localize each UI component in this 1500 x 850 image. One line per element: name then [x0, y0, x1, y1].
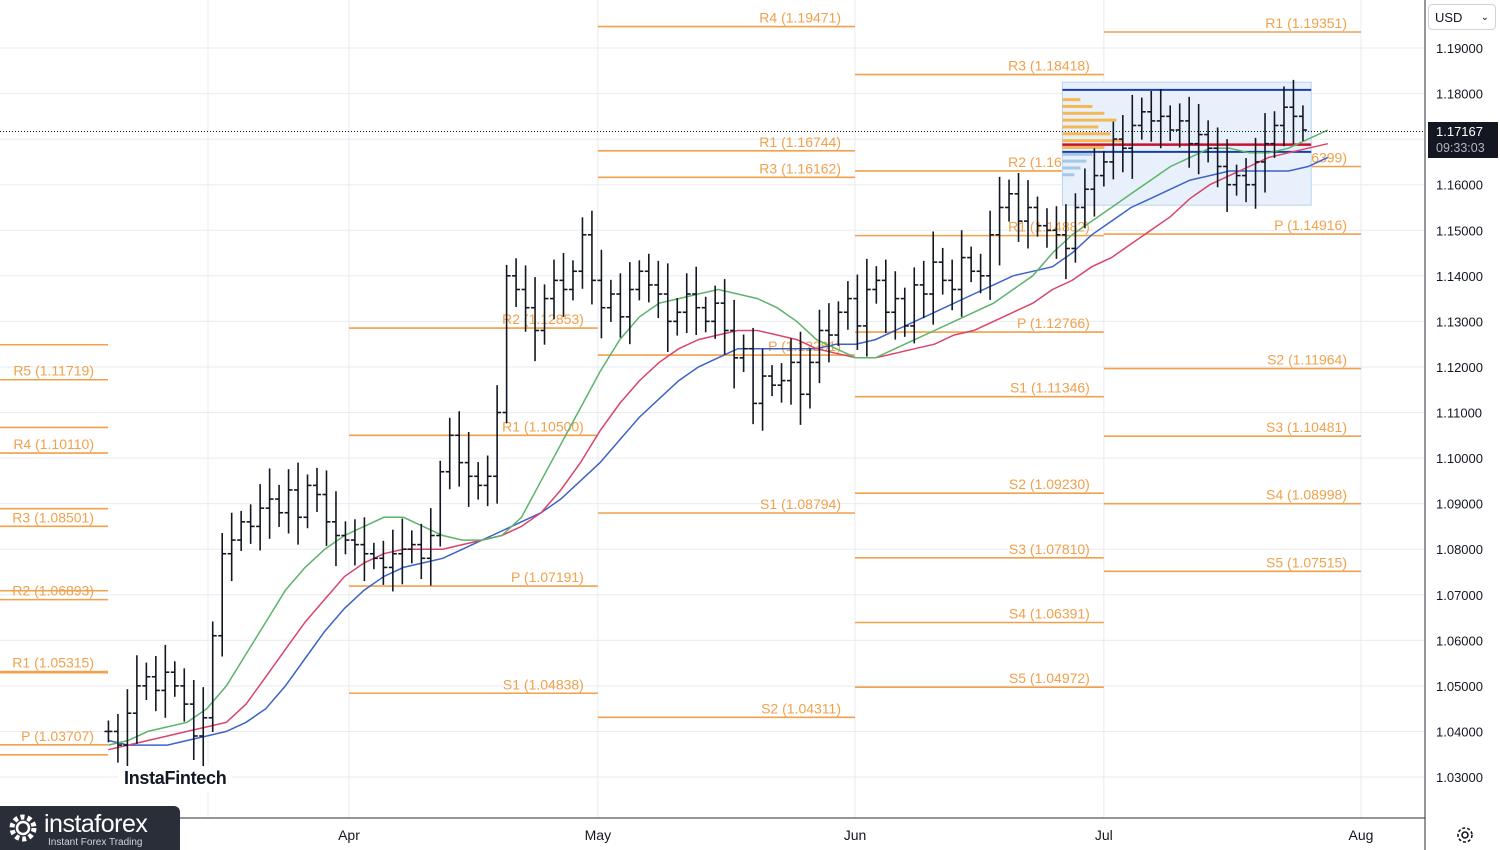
volume-profile-bin: [1062, 152, 1093, 156]
pivot-label: S1 (1.11346): [1010, 380, 1090, 396]
pivot-label: R3 (1.18418): [1008, 58, 1090, 74]
pivot-label: R1 (1.16744): [759, 134, 841, 150]
time-tick-label: Jul: [1095, 827, 1113, 843]
price-tick-label: 1.13000: [1436, 314, 1483, 329]
price-tick-label: 1.18000: [1436, 87, 1483, 102]
price-tick-label: 1.03000: [1436, 770, 1483, 785]
price-tick-label: 1.10000: [1436, 451, 1483, 466]
brand-name: instaforex: [44, 810, 148, 838]
volume-profile-bin: [1062, 104, 1093, 108]
time-tick-label: May: [585, 827, 611, 843]
moving-averages: [108, 129, 1329, 751]
pivot-label: S3 (1.10481): [1266, 419, 1347, 435]
price-tick-label: 1.12000: [1436, 360, 1483, 375]
pivot-label: R3 (1.08501): [12, 509, 94, 525]
brand-tagline: Instant Forex Trading: [48, 837, 143, 848]
pivot-label: S2 (1.04311): [761, 700, 841, 716]
time-tick-label: Apr: [338, 827, 360, 843]
pivot-label: S1 (1.04838): [503, 676, 584, 692]
price-tick-label: 1.14000: [1436, 269, 1483, 284]
pivot-label: R5 (1.11719): [13, 363, 94, 379]
volume-profile-bin: [1062, 139, 1123, 143]
chevron-down-icon: ⌄: [1480, 11, 1489, 23]
price-tick-label: 1.16000: [1436, 178, 1483, 193]
countdown-timer: 09:33:03: [1436, 141, 1485, 155]
price-tick-label: 1.06000: [1436, 633, 1483, 648]
currency-dropdown[interactable]: USD ⌄: [1428, 4, 1496, 30]
pivot-label: S4 (1.08998): [1266, 487, 1347, 503]
time-tick-label: Aug: [1349, 827, 1374, 843]
sma-fast-line: [108, 129, 1329, 746]
volume-profile-bin: [1062, 145, 1105, 149]
price-tick-label: 1.11000: [1436, 406, 1482, 421]
volume-profile-bin: [1062, 125, 1099, 129]
pivot-label: P (1.03707): [21, 728, 94, 744]
volume-profile-bin: [1062, 173, 1075, 177]
pivot-label: S2 (1.11964): [1267, 352, 1347, 368]
price-tick-label: 1.05000: [1436, 679, 1483, 694]
volume-profile-bin: [1062, 166, 1081, 170]
pivot-label: S3 (1.07810): [1009, 541, 1090, 557]
sma-slow-line: [108, 156, 1329, 746]
volume-profile-bin: [1062, 111, 1105, 115]
pivot-label: R4 (1.19471): [759, 10, 841, 26]
grid-lines: [0, 0, 1425, 818]
pivot-label: R2 (1.12853): [502, 311, 584, 327]
pivot-label: R1 (1.10500): [502, 418, 584, 434]
price-tick-label: 1.04000: [1436, 724, 1483, 739]
pivot-label: R1 (1.19351): [1265, 15, 1347, 31]
last-price-badge: 1.17167 09:33:03: [1428, 122, 1498, 158]
gear-icon[interactable]: [1452, 822, 1478, 848]
pivot-label: S5 (1.07515): [1266, 554, 1347, 570]
chart-logo: InstaFintech: [118, 766, 233, 791]
pivot-label: S2 (1.09230): [1009, 476, 1090, 492]
pivot-label: R4 (1.10110): [13, 436, 94, 452]
pivot-label: R1 (1.05315): [12, 655, 94, 671]
volume-profile-bin: [1062, 159, 1087, 163]
volume-profile-bin: [1062, 132, 1111, 136]
volume-profile-bin: [1062, 98, 1081, 102]
ohlc-bars: [104, 79, 1307, 770]
price-tick-label: 1.07000: [1436, 588, 1483, 603]
price-tick-label: 1.08000: [1436, 542, 1483, 557]
price-tick-label: 1.15000: [1436, 223, 1483, 238]
pivot-label: R3 (1.16162): [759, 160, 841, 176]
gear-icon: [9, 814, 37, 842]
pivot-label: P (1.07191): [511, 569, 584, 585]
last-price-value: 1.17167: [1436, 124, 1483, 139]
volume-profile-bin: [1062, 118, 1117, 122]
pivot-label: P (1.14916): [1274, 217, 1347, 233]
price-tick-label: 1.09000: [1436, 497, 1483, 512]
sma-mid-line: [108, 142, 1328, 751]
instaforex-logo: instaforex Instant Forex Trading: [0, 806, 180, 850]
pivot-label: P (1.12766): [1017, 315, 1090, 331]
pivot-label: S4 (1.06391): [1009, 605, 1090, 621]
price-tick-label: 1.19000: [1436, 41, 1483, 56]
pivot-label: S1 (1.08794): [760, 496, 841, 512]
pivot-label: S5 (1.04972): [1009, 670, 1090, 686]
time-tick-label: Jun: [844, 827, 867, 843]
currency-label: USD: [1435, 9, 1463, 25]
